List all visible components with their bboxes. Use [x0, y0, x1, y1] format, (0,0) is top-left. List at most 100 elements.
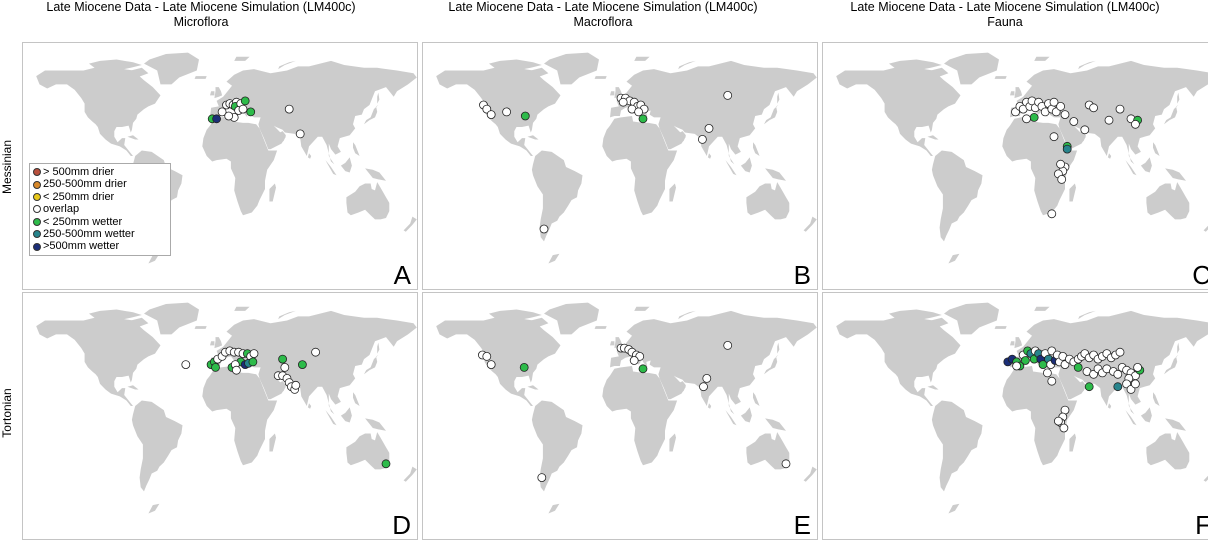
- site-marker: [1115, 104, 1125, 114]
- land-mass: [924, 67, 949, 81]
- land-mass: [214, 87, 223, 99]
- land-mass: [210, 310, 417, 415]
- land-mass: [740, 157, 752, 173]
- site-marker: [1130, 379, 1140, 389]
- site-marker: [1115, 347, 1125, 357]
- site-marker: [1042, 368, 1052, 378]
- site-marker: [1089, 103, 1099, 113]
- land-mass: [634, 56, 650, 61]
- land-mass: [524, 317, 549, 331]
- land-mass: [1153, 142, 1160, 156]
- land-mass: [148, 503, 160, 514]
- land-mass: [777, 92, 780, 104]
- land-mass: [1177, 92, 1180, 104]
- site-marker: [1056, 102, 1066, 111]
- site-marker: [638, 364, 648, 374]
- site-marker: [520, 111, 530, 121]
- land-mass: [548, 253, 560, 264]
- land-mass: [659, 371, 686, 400]
- land-mass: [948, 503, 960, 514]
- site-marker: [539, 224, 549, 234]
- land-mass: [1140, 157, 1152, 173]
- land-mass: [1010, 341, 1015, 346]
- land-mass: [202, 116, 278, 216]
- site-marker: [723, 341, 733, 350]
- site-marker: [249, 349, 259, 358]
- site-marker: [1080, 125, 1090, 135]
- site-marker: [1113, 369, 1123, 379]
- site-marker: [723, 91, 733, 100]
- site-marker: [1022, 114, 1031, 124]
- column-title-microflora: Late Miocene Data - Late Miocene Simulat…: [0, 0, 402, 30]
- land-mass: [746, 432, 790, 470]
- panel-letter: F: [1195, 511, 1208, 539]
- legend-item: 250-500mm drier: [33, 178, 167, 190]
- land-mass: [994, 76, 1007, 79]
- land-mass: [127, 135, 139, 140]
- land-mass: [1125, 160, 1137, 176]
- site-marker: [1073, 363, 1083, 372]
- land-mass: [259, 121, 286, 150]
- land-mass: [1107, 403, 1112, 409]
- row-label-messinian: Messinian: [0, 139, 14, 195]
- panel-letter: E: [793, 510, 811, 540]
- row-label-tortonian: Tortonian: [0, 388, 14, 438]
- land-mass: [1203, 475, 1208, 482]
- legend-item: 250-500mm wetter: [33, 228, 167, 240]
- land-mass: [436, 66, 561, 156]
- site-marker: [212, 114, 222, 124]
- land-mass: [659, 121, 686, 150]
- site-marker: [1113, 382, 1123, 392]
- site-marker: [1062, 144, 1072, 154]
- site-marker: [629, 356, 639, 365]
- land-mass: [124, 317, 149, 331]
- land-mass: [210, 60, 417, 165]
- site-marker: [1056, 159, 1066, 169]
- land-mass: [931, 150, 983, 242]
- column-title-line1: Late Miocene Data - Late Miocene Simulat…: [46, 0, 356, 14]
- land-mass: [1146, 182, 1190, 220]
- land-mass: [1034, 306, 1050, 311]
- land-mass: [214, 337, 223, 349]
- land-mass: [210, 341, 215, 346]
- land-mass: [1069, 433, 1076, 452]
- site-marker: [1104, 115, 1114, 125]
- site-marker: [638, 114, 648, 124]
- column-title-line2: Macroflora: [573, 15, 633, 29]
- land-mass: [1069, 183, 1076, 202]
- land-mass: [340, 407, 352, 423]
- legend-dot-icon: [33, 180, 41, 189]
- site-marker: [486, 110, 496, 119]
- site-marker: [1059, 423, 1069, 433]
- legend-item: overlap: [33, 203, 167, 215]
- site-marker: [1049, 97, 1059, 107]
- land-mass: [377, 92, 380, 104]
- land-mass: [307, 403, 312, 409]
- site-marker: [486, 360, 496, 369]
- map-panel-a: > 500mm drier 250-500mm drier < 250mm dr…: [22, 42, 418, 290]
- map-c: [836, 52, 1208, 264]
- land-mass: [194, 326, 207, 329]
- site-marker: [240, 96, 250, 106]
- site-marker: [1084, 382, 1094, 392]
- land-mass: [1164, 355, 1179, 375]
- site-marker: [1049, 132, 1059, 142]
- site-marker: [238, 104, 248, 114]
- site-marker: [1012, 361, 1022, 371]
- land-mass: [278, 60, 296, 70]
- land-mass: [234, 306, 250, 311]
- land-mass: [777, 342, 780, 354]
- land-mass: [131, 400, 183, 492]
- land-mass: [1078, 60, 1096, 70]
- land-mass: [924, 317, 949, 331]
- land-mass: [144, 52, 199, 85]
- land-mass: [753, 392, 760, 406]
- land-mass: [548, 503, 560, 514]
- land-mass: [36, 66, 161, 156]
- legend-label: 250-500mm wetter: [43, 228, 135, 241]
- land-mass: [1125, 410, 1137, 426]
- legend-label: < 250mm drier: [43, 190, 115, 203]
- land-mass: [746, 182, 790, 220]
- land-mass: [403, 216, 417, 232]
- land-mass: [1164, 105, 1179, 125]
